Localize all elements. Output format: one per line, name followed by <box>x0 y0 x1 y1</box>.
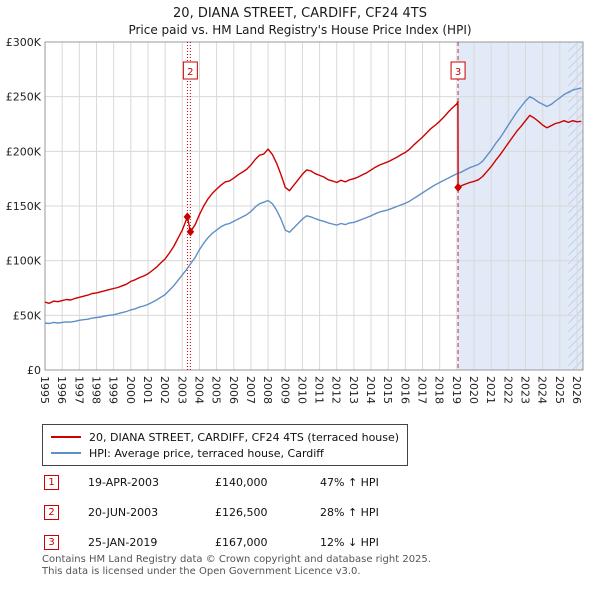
footer-line-1: Contains HM Land Registry data © Crown c… <box>42 554 431 565</box>
x-tick-label: 2018 <box>433 376 446 404</box>
plot-border <box>44 41 584 371</box>
x-tick-label: 2026 <box>570 376 583 404</box>
x-tick-label: 1995 <box>38 376 51 404</box>
x-tick-label: 2017 <box>416 376 429 404</box>
legend-label-hpi: HPI: Average price, terraced house, Card… <box>89 446 324 460</box>
x-tick-label: 2010 <box>295 376 308 404</box>
page-subtitle: Price paid vs. HM Land Registry's House … <box>128 23 472 37</box>
sale-price: £167,000 <box>215 536 268 549</box>
chart-legend: 20, DIANA STREET, CARDIFF, CF24 4TS (ter… <box>42 424 408 466</box>
sale-flag-box <box>182 61 198 80</box>
legend-swatch-hpi <box>51 452 81 454</box>
x-tick-label: 1996 <box>55 376 68 404</box>
x-tick-label: 2019 <box>450 376 463 404</box>
sale-marker <box>183 212 192 222</box>
sales-table: 1 19-APR-2003 £140,000 47% ↑ HPI 2 20-JU… <box>42 475 562 565</box>
x-tick-label: 2025 <box>553 376 566 404</box>
x-tick-label: 2021 <box>484 376 497 404</box>
x-tick-label: 2007 <box>244 376 257 404</box>
legend-label-property: 20, DIANA STREET, CARDIFF, CF24 4TS (ter… <box>89 430 400 444</box>
x-tick-label: 2023 <box>519 376 532 404</box>
x-tick-label: 1997 <box>72 376 85 404</box>
x-tick-label: 2005 <box>210 376 223 404</box>
y-tick-label: £50K <box>13 309 42 322</box>
x-tick-label: 2020 <box>467 376 480 404</box>
y-tick-label: £300K <box>6 36 42 49</box>
x-tick-label: 2001 <box>141 376 154 404</box>
footer-line-2: This data is licensed under the Open Gov… <box>42 566 361 577</box>
y-tick-label: £150K <box>6 200 42 213</box>
x-tick-label: 2024 <box>536 376 549 404</box>
x-tick-label: 2016 <box>398 376 411 404</box>
sale-row-3: 3 25-JAN-2019 £167,000 12% ↓ HPI <box>42 535 562 565</box>
sale-number-badge: 2 <box>44 505 59 520</box>
sale-marker <box>186 227 195 237</box>
y-tick-label: £0 <box>27 364 41 377</box>
sale-row-1: 1 19-APR-2003 £140,000 47% ↑ HPI <box>42 475 562 505</box>
sale-marker <box>454 182 462 192</box>
sale-flag-label: 2 <box>187 67 193 78</box>
x-tick-label: 2003 <box>175 376 188 404</box>
sale-flag-label: 3 <box>455 67 461 78</box>
sale-row-2: 2 20-JUN-2003 £126,500 28% ↑ HPI <box>42 505 562 535</box>
x-tick-label: 2022 <box>501 376 514 404</box>
hpi-line <box>44 87 582 325</box>
legend-swatch-property <box>51 436 81 438</box>
x-tick-label: 2004 <box>192 376 205 404</box>
x-tick-label: 2000 <box>124 376 137 404</box>
page-title: 20, DIANA STREET, CARDIFF, CF24 4TS <box>173 6 427 21</box>
sale-hpi-delta: 12% ↓ HPI <box>320 536 379 549</box>
x-tick-label: 2006 <box>227 376 240 404</box>
x-tick-label: 1999 <box>107 376 120 404</box>
license-footer: Contains HM Land Registry data © Crown c… <box>42 554 431 578</box>
x-tick-label: 2014 <box>364 376 377 404</box>
sale-price: £140,000 <box>215 476 268 489</box>
x-tick-label: 2012 <box>330 376 343 404</box>
x-tick-label: 2015 <box>381 376 394 404</box>
sale-date: 19-APR-2003 <box>88 476 160 489</box>
x-tick-label: 2013 <box>347 376 360 404</box>
price-chart-canvas: 2 3 £0 £50K £100K £150K £200K £250K £300K 1995 199… <box>6 36 584 404</box>
price-paid-line <box>44 100 582 304</box>
x-tick-label: 2009 <box>278 376 291 404</box>
x-tick-label: 2002 <box>158 376 171 404</box>
y-tick-label: £100K <box>6 255 42 268</box>
sale-price: £126,500 <box>215 506 268 519</box>
sale-flag-box <box>450 61 466 80</box>
x-tick-label: 2011 <box>313 376 326 404</box>
sale-hpi-delta: 28% ↑ HPI <box>320 506 379 519</box>
sale-number-badge: 3 <box>44 535 59 550</box>
sale-date: 20-JUN-2003 <box>88 506 159 519</box>
y-tick-label: £250K <box>6 91 42 104</box>
x-tick-label: 1998 <box>89 376 102 404</box>
y-tick-label: £200K <box>6 145 42 158</box>
legend-item-hpi: HPI: Average price, terraced house, Card… <box>51 445 399 461</box>
sale-date: 25-JAN-2019 <box>88 536 158 549</box>
sale-number-badge: 1 <box>44 475 59 490</box>
legend-item-property: 20, DIANA STREET, CARDIFF, CF24 4TS (ter… <box>51 429 399 445</box>
sale-hpi-delta: 47% ↑ HPI <box>320 476 379 489</box>
x-tick-label: 2008 <box>261 376 274 404</box>
